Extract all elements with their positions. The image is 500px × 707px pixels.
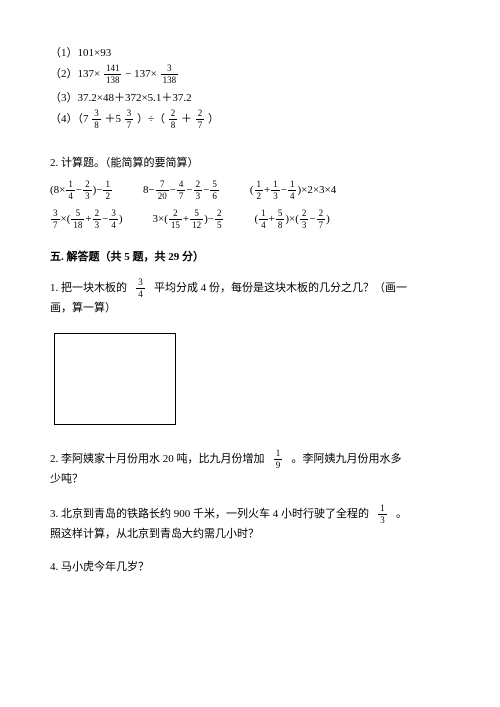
text: − 137×: [125, 68, 157, 80]
problem5-3: 3. 北京到青岛的铁路长约 900 千米，一列火车 4 小时行驶了全程的 13 …: [50, 504, 450, 545]
text: 1. 把一块木板的: [50, 282, 127, 294]
text: 平均分成 4 份，每份是这块木板的几分之几？（画一: [154, 282, 407, 294]
text: ＋: [181, 113, 195, 125]
section5-heading: 五. 解答题（共 5 题，共 29 分）: [50, 248, 450, 264]
text: 。: [396, 508, 407, 520]
text: 少吨？: [50, 473, 83, 485]
fraction: 38: [92, 109, 101, 130]
expr: (8×14−23)−12: [50, 180, 113, 201]
fraction: 141138: [104, 64, 122, 85]
text: 。李阿姨九月份用水多: [292, 453, 402, 465]
text: ＋5: [105, 113, 122, 125]
text: （2）137×: [50, 68, 100, 80]
fraction: 28: [169, 109, 178, 130]
fraction: 3138: [161, 64, 179, 85]
expr: 3×(215+512)−25: [152, 209, 224, 230]
q1-item3: （3）37.2×48＋372×5.1＋37.2: [50, 89, 450, 105]
text: 照这样计算，从北京到青岛大约需几小时？: [50, 528, 259, 540]
q1-item1: （1）101×93: [50, 44, 450, 60]
drawing-box: [54, 333, 176, 425]
calc-row1: (8×14−23)−12 8−720−47−23−56 (12+13−14)×2…: [50, 180, 450, 201]
fraction: 34: [136, 278, 145, 299]
q1-item4: （4）（7 38 ＋5 37 ）÷（ 28 ＋ 27 ）: [50, 109, 450, 130]
text: ）÷（: [137, 113, 165, 125]
text: 3. 北京到青岛的铁路长约 900 千米，一列火车 4 小时行驶了全程的: [50, 508, 369, 520]
fraction: 27: [196, 109, 205, 130]
expr: 8−720−47−23−56: [143, 180, 220, 201]
calc-row2: 37×(518+23−34) 3×(215+512)−25 (14+58)×(2…: [50, 209, 450, 230]
expr: (12+13−14)×2×3×4: [250, 180, 336, 201]
fraction: 19: [274, 449, 283, 470]
fraction: 13: [378, 504, 387, 525]
expr: 37×(518+23−34): [50, 209, 122, 230]
p2-heading: 2. 计算题。（能简算的要简算）: [50, 154, 450, 170]
fraction: 37: [125, 109, 134, 130]
problem5-1: 1. 把一块木板的 34 平均分成 4 份，每份是这块木板的几分之几？（画一 画…: [50, 278, 450, 319]
text: ）: [208, 113, 219, 125]
problem5-2: 2. 李阿姨家十月份用水 20 吨，比九月份增加 19 。李阿姨九月份用水多 少…: [50, 449, 450, 490]
text: （4）（7: [50, 113, 89, 125]
expr: (14+58)×(23−27): [254, 209, 329, 230]
q1-item2: （2）137× 141138 − 137× 3138: [50, 64, 450, 85]
text: 2. 李阿姨家十月份用水 20 吨，比九月份增加: [50, 453, 265, 465]
text: 画，算一算）: [50, 302, 116, 314]
problem5-4: 4. 马小虎今年几岁？: [50, 558, 450, 578]
